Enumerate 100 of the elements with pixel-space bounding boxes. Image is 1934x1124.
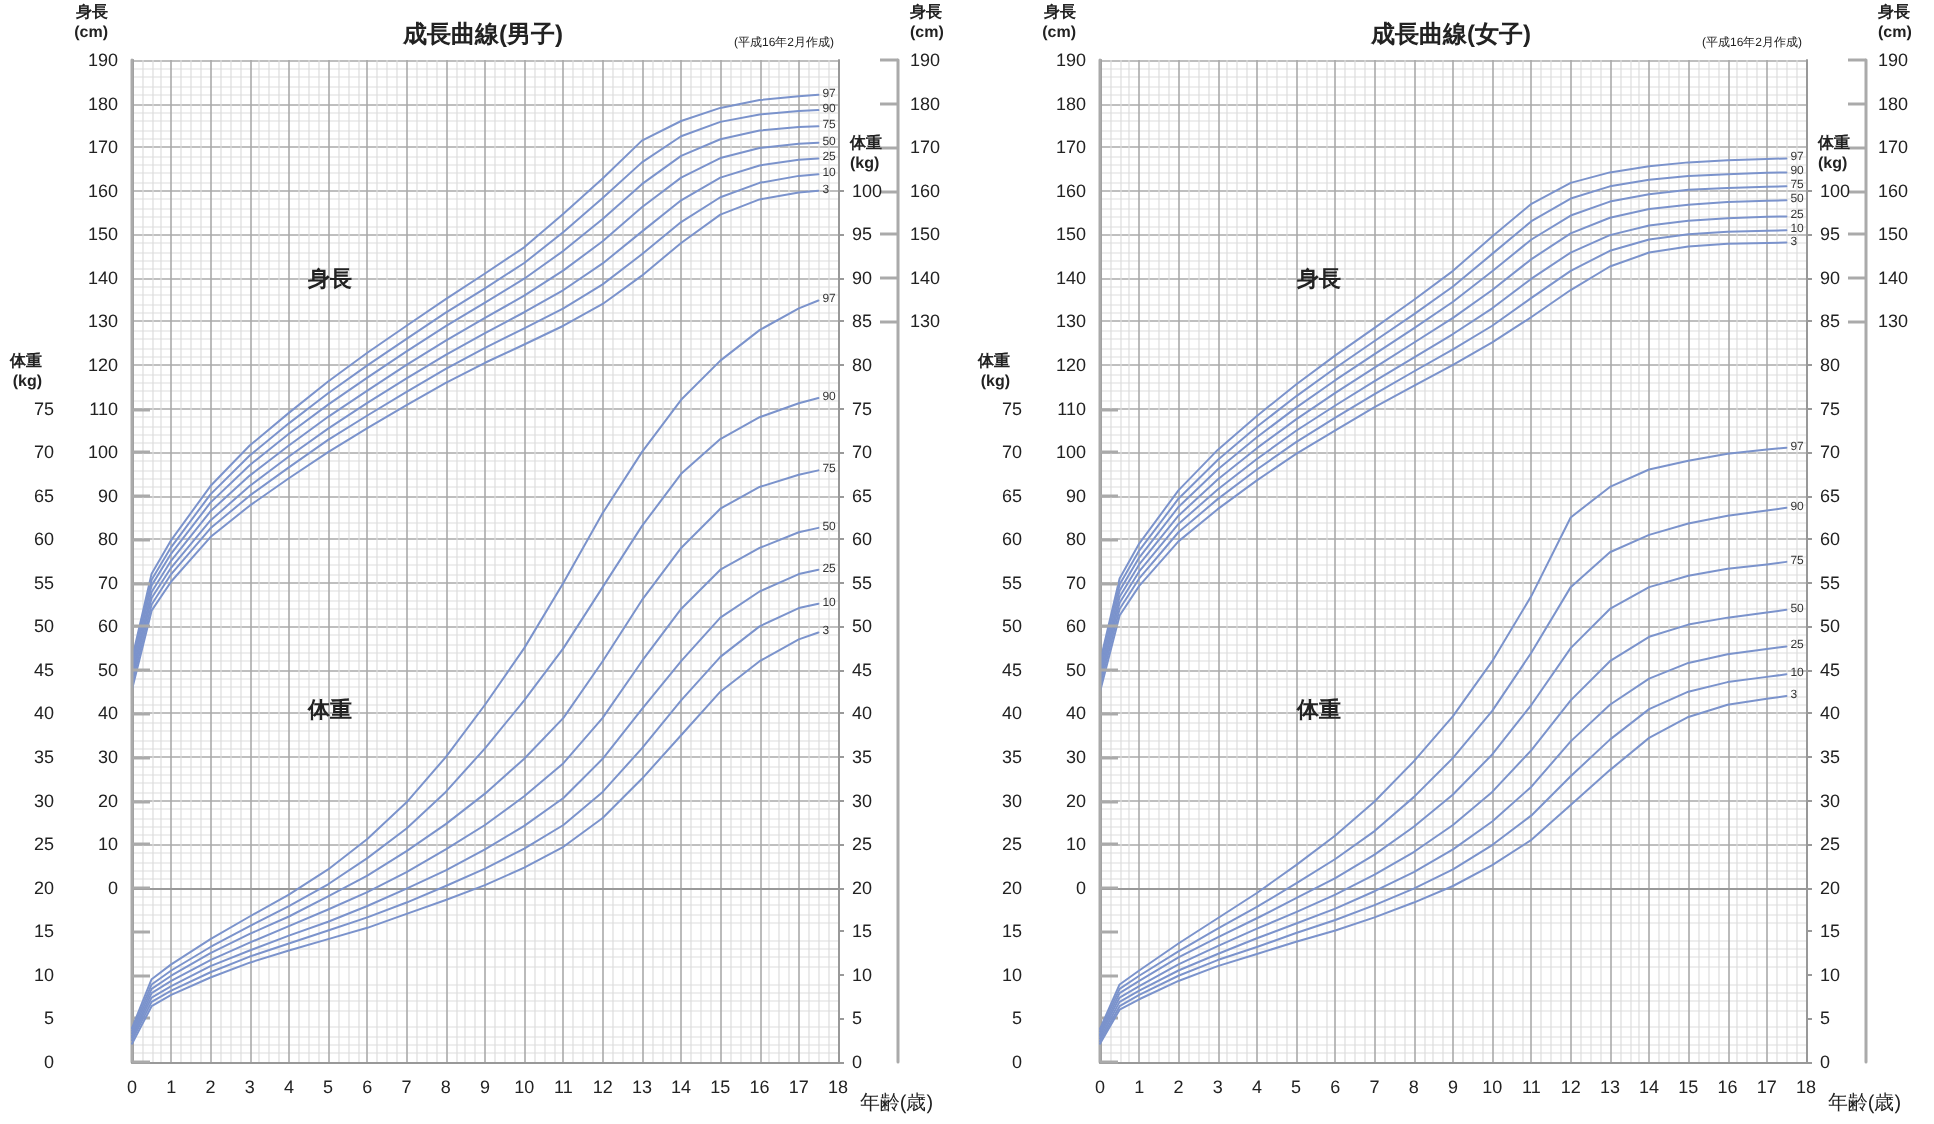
y2-axis-title: 身長 (cm) — [1876, 3, 1913, 41]
x-tick-label: 17 — [1756, 1077, 1777, 1097]
y-tick-label: 20 — [1001, 877, 1022, 898]
y-tick-label: 100 — [87, 442, 118, 463]
y-tick-label: 40 — [1001, 703, 1022, 724]
x-tick-label: 8 — [1408, 1077, 1419, 1097]
y-tick-label: 15 — [1001, 921, 1022, 942]
y-tick-label: 5 — [43, 1008, 54, 1029]
y2-tick-label: 70 — [852, 442, 873, 463]
y-tick-label: 150 — [87, 224, 118, 245]
y-tick-label: 15 — [33, 921, 54, 942]
annotation: 身長 — [1294, 266, 1341, 293]
y2-tick-label: 65 — [852, 485, 873, 506]
y-tick-label: 160 — [1055, 180, 1086, 201]
y-tick-label: 120 — [1055, 354, 1086, 375]
x-tick-label: 0 — [126, 1077, 138, 1097]
y2-tick-label: 25 — [1820, 834, 1841, 855]
y-tick-label: 50 — [33, 616, 54, 637]
y-axis-title: 体重 (kg) — [8, 351, 43, 390]
y-tick-label: 60 — [1001, 529, 1022, 550]
y-tick-label: 40 — [1065, 703, 1086, 724]
y2-tick-label: 35 — [852, 747, 873, 768]
y2-tick-label: 190 — [910, 50, 941, 70]
y-tick-label: 75 — [1001, 398, 1022, 419]
y2-tick-label: 55 — [852, 572, 873, 593]
y2-tick-label: 20 — [852, 877, 873, 898]
y-tick-label: 80 — [97, 529, 118, 550]
x-tick-label: 11 — [554, 1077, 573, 1097]
y-tick-label: 150 — [1055, 224, 1086, 245]
annotation: 身長 — [305, 266, 352, 293]
x-tick-label: 3 — [244, 1077, 255, 1097]
x-tick-label: 12 — [1560, 1077, 1581, 1097]
x-tick-label: 6 — [362, 1077, 373, 1097]
y2-tick-label: 0 — [1820, 1052, 1831, 1072]
y-tick-label: 70 — [97, 572, 118, 593]
y2-tick-label: 90 — [852, 267, 873, 288]
y2-tick-label: 75 — [852, 398, 873, 419]
y-tick-label: 130 — [1055, 311, 1086, 332]
y-tick-label: 40 — [33, 703, 54, 724]
y-tick-label: 50 — [97, 659, 118, 680]
y2-tick-label: 30 — [852, 790, 873, 811]
x-tick-label: 13 — [1599, 1077, 1620, 1097]
y-tick-label: 10 — [1065, 834, 1086, 855]
x-axis-title: 年齢(歳) — [859, 1091, 934, 1115]
y-tick-label: 0 — [43, 1052, 54, 1072]
y2-tick-label: 160 — [1878, 180, 1909, 201]
y-tick-label: 0 — [1011, 1052, 1022, 1072]
x-tick-label: 9 — [1447, 1077, 1459, 1097]
y-tick-label: 65 — [33, 485, 54, 506]
y-tick-label: 170 — [87, 137, 118, 158]
x-tick-label: 16 — [1717, 1077, 1738, 1097]
x-tick-label: 8 — [440, 1077, 451, 1097]
chart-title: 成長曲線(男子) — [401, 20, 563, 48]
y-tick-label: 0 — [107, 877, 118, 898]
y-tick-label: 70 — [33, 442, 54, 463]
y-tick-label: 10 — [97, 834, 118, 855]
x-tick-label: 16 — [749, 1077, 770, 1097]
y2-tick-label: 85 — [852, 311, 873, 332]
y2-tick-label: 170 — [910, 137, 941, 158]
y2-tick-label: 5 — [1820, 1008, 1831, 1029]
x-tick-label: 7 — [401, 1077, 412, 1097]
y-tick-label: 35 — [33, 747, 54, 768]
y-tick-label: 30 — [97, 747, 118, 768]
x-tick-label: 18 — [1795, 1077, 1817, 1097]
y2-tick-label: 50 — [1820, 616, 1841, 637]
y2-tick-label: 35 — [1820, 747, 1841, 768]
y2-tick-label: 10 — [852, 964, 873, 985]
x-tick-label: 5 — [323, 1077, 334, 1097]
y-tick-label: 20 — [1065, 790, 1086, 811]
y-axis-title: 身長 (cm) — [74, 3, 109, 41]
y-tick-label: 160 — [87, 180, 118, 201]
y-tick-label: 20 — [33, 877, 54, 898]
y2-tick-label: 20 — [1820, 877, 1841, 898]
y2-tick-label: 10 — [1820, 964, 1841, 985]
x-tick-label: 18 — [827, 1077, 849, 1097]
y-tick-label: 10 — [33, 964, 54, 985]
y2-tick-label: 5 — [852, 1008, 863, 1029]
x-tick-label: 2 — [1173, 1077, 1184, 1097]
x-tick-label: 3 — [1212, 1077, 1223, 1097]
y-tick-label: 5 — [1011, 1008, 1022, 1029]
y2-tick-label: 60 — [1820, 529, 1841, 550]
y2-tick-label: 60 — [852, 529, 873, 550]
y2-tick-label: 100 — [852, 180, 883, 201]
y2-tick-label: 180 — [910, 93, 941, 114]
y-tick-label: 70 — [1001, 442, 1022, 463]
y-tick-label: 60 — [97, 616, 118, 637]
y2-tick-label: 130 — [910, 311, 941, 332]
y2-tick-label: 40 — [1820, 703, 1841, 724]
y-tick-label: 90 — [97, 485, 118, 506]
y-tick-label: 45 — [1001, 659, 1022, 680]
y-tick-label: 120 — [87, 354, 118, 375]
y2-tick-label: 80 — [852, 354, 873, 375]
x-tick-label: 10 — [1482, 1077, 1503, 1097]
annotation: 体重 — [1294, 697, 1341, 724]
y2-tick-label: 30 — [1820, 790, 1841, 811]
x-tick-label: 17 — [788, 1077, 809, 1097]
y-tick-label: 80 — [1065, 529, 1086, 550]
y2-tick-label: 55 — [1820, 572, 1841, 593]
x-axis-title: 年齢(歳) — [1827, 1091, 1902, 1115]
y2-tick-label: 80 — [1820, 354, 1841, 375]
